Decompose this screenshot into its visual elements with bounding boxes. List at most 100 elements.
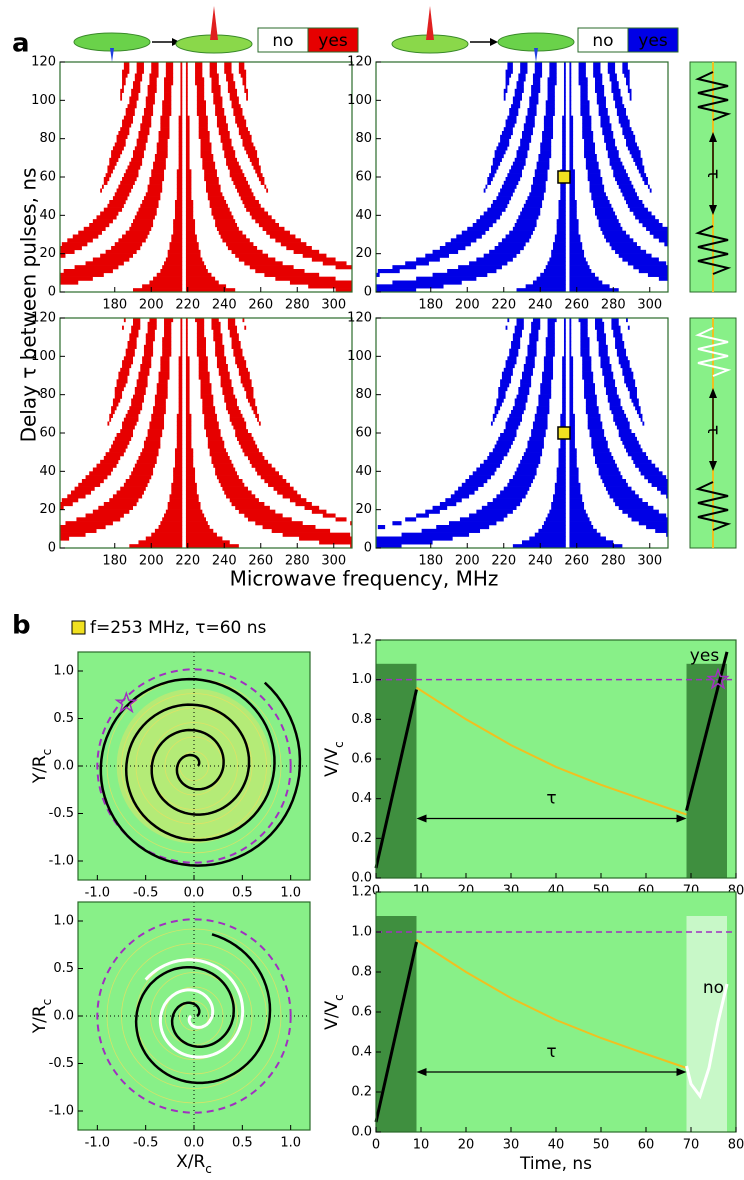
series-line (685, 983, 729, 1100)
fringe (540, 146, 552, 151)
fringe (176, 173, 183, 178)
fringe (151, 65, 159, 70)
fringe (85, 513, 124, 518)
fringe (569, 192, 575, 197)
fringe (602, 230, 627, 235)
fringe (629, 150, 641, 155)
fringe (622, 257, 659, 262)
fringe (200, 394, 214, 399)
fringe (185, 360, 190, 365)
fringe (569, 337, 572, 342)
fringe (587, 173, 601, 178)
fringe (569, 226, 579, 231)
fringe (211, 321, 221, 326)
fringe (165, 73, 174, 78)
fringe (569, 517, 590, 522)
fringe (534, 173, 548, 178)
fringe (308, 284, 352, 289)
fringe (98, 505, 133, 510)
y-tick-label: 1.0 (53, 914, 74, 929)
fringe (206, 188, 221, 193)
fringe (496, 398, 504, 403)
fringe (244, 452, 263, 457)
fringe (611, 85, 619, 90)
fringe (185, 379, 190, 384)
fringe (185, 479, 196, 484)
fringe (61, 498, 79, 503)
fringe (607, 154, 619, 159)
fringe (207, 440, 225, 445)
fringe (613, 417, 628, 422)
fringe (545, 104, 555, 109)
fringe (626, 383, 636, 388)
fringe (185, 85, 188, 90)
fringe (580, 100, 590, 105)
fringe (173, 226, 183, 231)
fringe (458, 486, 479, 491)
fringe (595, 88, 605, 93)
fringe (616, 352, 627, 357)
fringe (195, 318, 205, 323)
fringe (529, 536, 566, 541)
y-tick-label: 100 (31, 349, 56, 364)
fringe (562, 157, 566, 162)
fringe (185, 215, 194, 220)
fringe (580, 341, 590, 346)
fringe (450, 238, 477, 243)
fringe (185, 180, 192, 185)
fringe (602, 131, 614, 136)
fringe (76, 517, 121, 522)
fringe (585, 161, 599, 166)
fringe (560, 192, 566, 197)
panel-label: b (12, 611, 31, 641)
fringe (611, 318, 619, 323)
marker (557, 170, 571, 184)
fringe (151, 532, 183, 537)
fringe (247, 517, 292, 522)
fringe (553, 242, 566, 247)
fringe (551, 502, 566, 507)
fringe (185, 169, 192, 174)
fringe (266, 188, 269, 193)
fringe (233, 425, 247, 430)
fringe (185, 471, 196, 476)
fringe (224, 150, 236, 155)
x-tick-label: 260 (564, 298, 589, 313)
fringe (421, 528, 481, 533)
fringe (511, 165, 524, 170)
fringe (516, 394, 528, 399)
fringe (142, 119, 152, 124)
fringe (178, 123, 183, 128)
fringe (616, 180, 632, 185)
fringe (578, 62, 586, 67)
fringe (633, 211, 652, 216)
fringe (584, 394, 597, 399)
fringe (145, 536, 183, 541)
fringe (511, 104, 521, 109)
fringe (520, 211, 541, 216)
fringe (206, 433, 221, 438)
fringe (587, 177, 603, 182)
fringe (89, 223, 110, 228)
fringe (545, 108, 555, 113)
fringe (507, 65, 513, 70)
fringe (185, 367, 190, 372)
fringe (207, 436, 223, 441)
fringe (231, 337, 239, 342)
fringe (598, 344, 608, 349)
fringe (472, 223, 493, 228)
fringe (83, 226, 106, 231)
y-tick-label: 100 (31, 93, 56, 108)
fringe (505, 325, 508, 330)
fringe (580, 88, 588, 93)
fringe (215, 223, 238, 228)
fringe (569, 410, 574, 415)
y-tick-label: 20 (39, 246, 56, 261)
fringe (609, 77, 617, 82)
fringe (569, 475, 579, 480)
fringe (512, 337, 521, 342)
fringe (569, 490, 581, 495)
fringe (202, 406, 216, 411)
fringe (122, 360, 133, 365)
fringe (549, 73, 557, 78)
